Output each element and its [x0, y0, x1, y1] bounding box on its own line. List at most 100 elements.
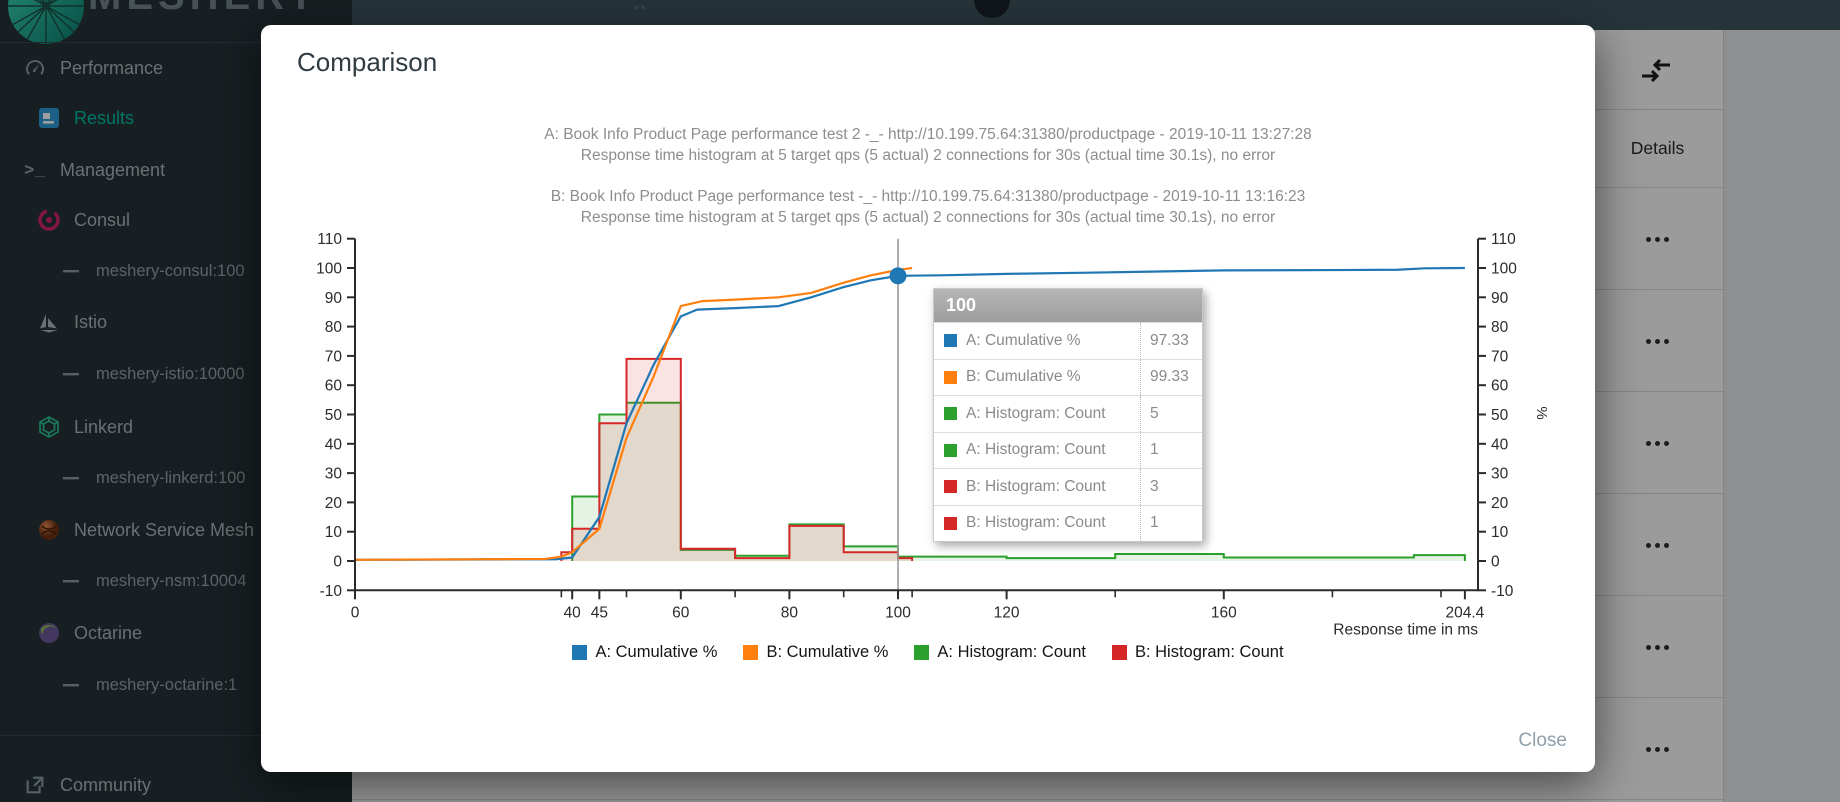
tooltip-series-label: B: Histogram: Count — [966, 477, 1106, 495]
y-tick-label-right: 20 — [1491, 495, 1509, 512]
legend-swatch — [1111, 645, 1127, 660]
sidebar-item-label: Linkerd — [74, 416, 134, 437]
sidebar-item-meshery-linkerd[interactable]: meshery-linkerd:100 — [58, 460, 245, 496]
y-tick-label-right: 60 — [1491, 378, 1509, 395]
tooltip-rows: A: Cumulative % 97.33 B: Cumulative % 99.33… — [934, 322, 1202, 541]
y-tick-label-left: 90 — [325, 290, 343, 307]
legend-item[interactable]: B: Histogram: Count — [1111, 643, 1284, 662]
more-horizontal-icon[interactable] — [1637, 330, 1677, 352]
tooltip-swatch — [944, 443, 957, 457]
legend-item[interactable]: B: Cumulative % — [743, 643, 888, 662]
details-column-header: Details — [1592, 110, 1723, 188]
y-tick-label-left: 80 — [325, 319, 343, 336]
more-horizontal-icon[interactable] — [1637, 534, 1677, 556]
y-tick-label-left: 10 — [325, 524, 343, 541]
terminal-icon: >_ — [24, 160, 46, 179]
page-background-strip — [1723, 30, 1840, 802]
legend-label: A: Cumulative % — [595, 643, 718, 661]
sidebar-item-performance[interactable]: Performance — [22, 50, 163, 86]
meshery-logo-icon[interactable] — [6, 0, 86, 51]
tooltip-swatch — [944, 516, 957, 530]
y-tick-label-right: 40 — [1491, 436, 1509, 453]
more-horizontal-icon[interactable] — [1637, 636, 1677, 658]
y-tick-label-right: 100 — [1491, 261, 1517, 278]
x-tick-label: 45 — [591, 604, 608, 621]
sidebar-item-meshery-consul[interactable]: meshery-consul:100 — [58, 253, 245, 289]
y-tick-label-right: 90 — [1491, 290, 1509, 307]
sidebar-item-linkerd[interactable]: Linkerd — [36, 409, 133, 445]
tooltip-series-value: 3 — [1140, 469, 1202, 505]
sidebar-item-label: Results — [74, 107, 135, 128]
x-tick-label: 120 — [994, 604, 1020, 621]
chart-tooltip: 100 A: Cumulative % 97.33 B: Cumulative % 9… — [933, 288, 1203, 542]
histogram-area — [561, 358, 913, 561]
hover-point-marker — [889, 267, 907, 285]
more-horizontal-icon[interactable] — [1637, 738, 1677, 760]
sidebar-item-label: Management — [60, 159, 166, 180]
dialog-title: Comparison — [297, 47, 438, 77]
more-horizontal-icon[interactable] — [1637, 432, 1677, 454]
chart-legend: A: Cumulative % B: Cumulative % A: Histogr… — [261, 643, 1595, 662]
sidebar-item-label: meshery-istio:10000 — [96, 364, 245, 383]
more-horizontal-icon[interactable] — [1637, 228, 1677, 250]
tooltip-series-value: 1 — [1140, 505, 1202, 541]
y-tick-label-right: 30 — [1491, 466, 1509, 483]
sidebar-item-meshery-istio[interactable]: meshery-istio:10000 — [58, 356, 245, 392]
sidebar-item-results[interactable]: Results — [36, 100, 134, 136]
tooltip-swatch — [944, 480, 957, 494]
legend-label: B: Histogram: Count — [1134, 643, 1284, 661]
chart-title-a-line2: Response time histogram at 5 target qps … — [580, 147, 1276, 164]
x-tick-label: 204.4 — [1445, 604, 1484, 621]
dash-icon — [58, 465, 84, 491]
linkerd-icon — [36, 414, 62, 440]
sidebar-item-label: meshery-nsm:10004 — [96, 571, 247, 590]
y-tick-label-right: 10 — [1491, 524, 1509, 541]
x-axis-label: Response time in ms — [1333, 621, 1478, 635]
header-menu-icon[interactable]: ●● — [634, 2, 647, 12]
tooltip-series-value: 5 — [1140, 396, 1202, 432]
sidebar-item-label: Network Service Mesh — [74, 519, 255, 540]
sidebar-item-management[interactable]: >_ Management — [22, 152, 165, 188]
tooltip-row: A: Cumulative % 97.33 — [934, 322, 1202, 359]
brand-wordmark: MESHERY — [88, 0, 319, 19]
sidebar-item-meshery-octarine[interactable]: meshery-octarine:1 — [58, 667, 237, 703]
tooltip-series-value: 97.33 — [1140, 323, 1202, 359]
sidebar-item-label: Consul — [74, 209, 131, 230]
results-icon — [36, 105, 62, 131]
tooltip-swatch — [944, 407, 957, 421]
legend-item[interactable]: A: Cumulative % — [572, 643, 717, 662]
external-link-icon — [22, 772, 48, 798]
close-button[interactable]: Close — [1518, 730, 1567, 751]
y-tick-label-left: 70 — [325, 348, 343, 365]
sidebar-item-consul[interactable]: Consul — [36, 202, 130, 238]
y-tick-label-left: 110 — [317, 231, 342, 248]
sidebar-item-meshery-nsm[interactable]: meshery-nsm:10004 — [58, 563, 246, 599]
sidebar-item-label: Performance — [60, 57, 164, 78]
sidebar: MESHERY Performance Results >_ Management Co… — [0, 0, 352, 802]
sidebar-item-istio[interactable]: Istio — [36, 304, 107, 340]
cumulative-line — [354, 266, 1465, 561]
sidebar-divider — [0, 42, 352, 43]
tooltip-swatch — [944, 334, 957, 348]
tooltip-row: B: Histogram: Count 3 — [934, 468, 1202, 505]
sidebar-item-octarine[interactable]: Octarine — [36, 615, 142, 651]
compare-arrows-icon[interactable] — [1630, 56, 1674, 86]
x-tick-label: 0 — [351, 604, 360, 621]
tooltip-series-label: B: Histogram: Count — [966, 514, 1106, 532]
tooltip-series-label: A: Histogram: Count — [966, 404, 1106, 422]
octarine-icon — [36, 620, 62, 646]
chart-title-a-line1: A: Book Info Product Page performance te… — [544, 126, 1312, 143]
sidebar-item-network-service-mesh[interactable]: Network Service Mesh — [36, 512, 254, 548]
x-tick-label: 160 — [1211, 604, 1237, 621]
y-tick-label-right: 50 — [1491, 407, 1509, 424]
legend-item[interactable]: A: Histogram: Count — [914, 643, 1086, 662]
user-avatar[interactable] — [974, 0, 1010, 18]
legend-label: A: Histogram: Count — [937, 643, 1086, 661]
tooltip-series-value: 1 — [1140, 432, 1202, 468]
sidebar-item-label: meshery-linkerd:100 — [96, 468, 246, 487]
sidebar-item-community[interactable]: Community — [22, 767, 151, 802]
chart-axes — [354, 238, 1479, 592]
y-tick-label-right: 70 — [1491, 348, 1509, 365]
tooltip-series-label: A: Histogram: Count — [966, 441, 1106, 459]
